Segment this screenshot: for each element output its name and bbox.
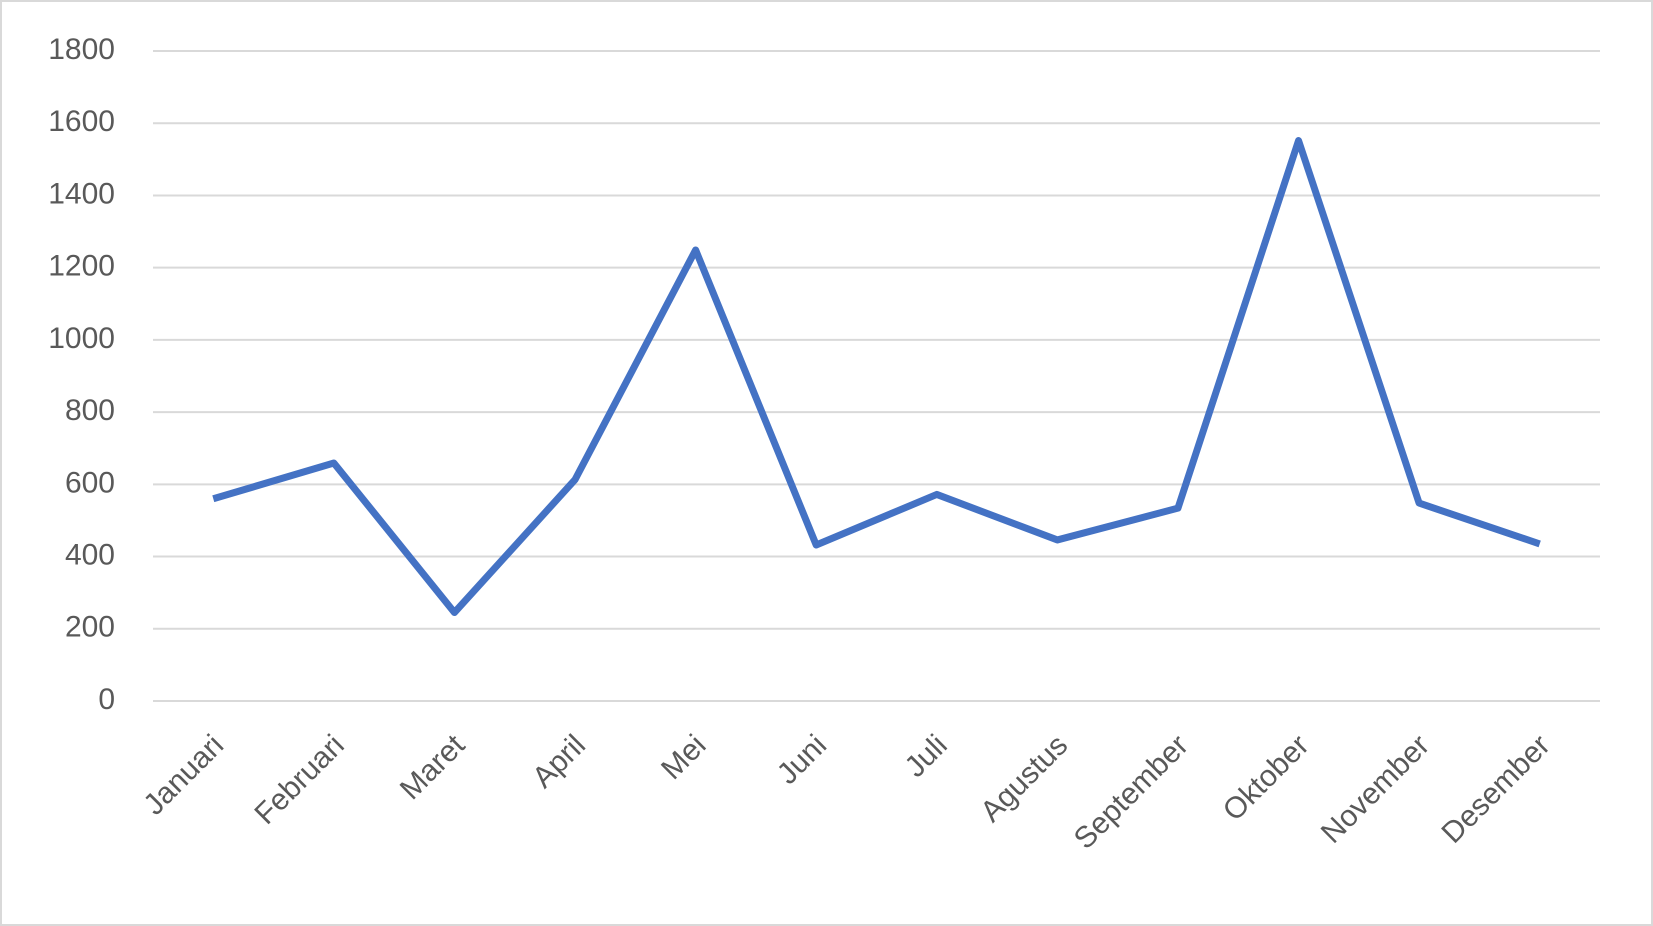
y-tick-label: 1800 [48,33,115,66]
y-tick-label: 0 [98,683,115,716]
y-tick-label: 800 [65,394,115,427]
y-tick-label: 1400 [48,177,115,210]
y-tick-label: 400 [65,538,115,571]
y-tick-label: 600 [65,466,115,499]
y-tick-label: 1000 [48,322,115,355]
line-series [212,137,1541,617]
y-tick-label: 200 [65,611,115,644]
y-tick-label: 1200 [48,250,115,283]
y-tick-label: 1600 [48,105,115,138]
